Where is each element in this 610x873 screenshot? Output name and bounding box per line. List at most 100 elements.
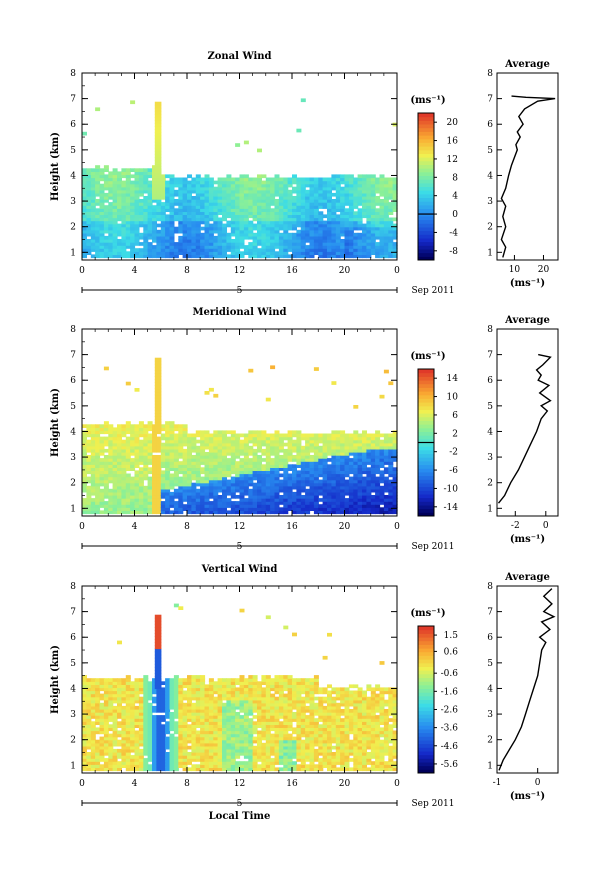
heatmap-cell [331, 501, 337, 505]
heatmap-cell [379, 445, 385, 450]
heatmap-cell [370, 232, 376, 237]
heatmap-cell [108, 242, 114, 246]
heatmap-cell [134, 427, 140, 432]
heatmap-cell [121, 245, 127, 249]
heatmap-cell [287, 202, 293, 206]
heatmap-cell [270, 220, 276, 225]
heatmap-cell [265, 239, 271, 243]
heatmap-cell [379, 226, 385, 231]
heatmap-cell [86, 495, 92, 499]
heatmap-cell [86, 174, 92, 179]
heatmap-cell [335, 510, 341, 515]
heatmap-cell [95, 448, 101, 453]
heatmap-cell [125, 455, 131, 459]
heatmap-cell [112, 436, 118, 441]
heatmap-cell [191, 470, 197, 475]
heatmap-cell [274, 504, 280, 508]
heatmap-cell [130, 767, 136, 772]
heatmap-cell [287, 248, 293, 252]
heatmap-cell [296, 251, 302, 255]
heatmap-cell [134, 693, 140, 698]
heatmap-cell [331, 226, 337, 231]
heatmap-cell [362, 479, 367, 484]
heatmap-cell [366, 199, 372, 203]
heatmap-cell [217, 226, 223, 231]
heatmap-cell [112, 678, 118, 682]
heatmap-cell [121, 220, 127, 225]
heatmap-cell [130, 498, 136, 502]
heatmap-cell [208, 455, 214, 459]
heatmap-cell [283, 442, 289, 447]
heatmap-cell [318, 202, 324, 206]
heatmap-cell [296, 254, 302, 259]
heatmap-cell [90, 693, 96, 698]
heatmap-cell [278, 461, 284, 465]
heatmap-cell [143, 464, 149, 468]
heatmap-cell [117, 214, 122, 219]
x-tick-label: 0 [394, 266, 400, 276]
heatmap-cell [362, 245, 367, 249]
heatmap-cell [270, 242, 276, 246]
heatmap-cell [366, 473, 372, 478]
heatmap-cell [117, 764, 122, 768]
heatmap-cell [99, 748, 105, 753]
heatmap-cell [274, 485, 280, 490]
heatmap-cell [134, 491, 140, 496]
heatmap-cell [226, 464, 232, 468]
heatmap-cell [300, 448, 306, 453]
heatmap-cell [152, 229, 157, 234]
heatmap-cell [362, 464, 367, 468]
heatmap-cell [235, 199, 241, 203]
heatmap-cell [103, 712, 109, 716]
heatmap-cell [95, 177, 101, 182]
heatmap-cell [278, 186, 284, 191]
heatmap-cell [239, 510, 245, 515]
heatmap-cell [121, 476, 127, 481]
heatmap-cell [226, 470, 232, 475]
heatmap-cell [226, 180, 232, 185]
heatmap-cell [309, 464, 315, 468]
heatmap-cell [160, 455, 166, 459]
heatmap-cell [138, 208, 144, 212]
heatmap-cell [134, 724, 140, 728]
heatmap-cell [243, 214, 249, 219]
heatmap-cell [154, 403, 162, 408]
heatmap-cell [130, 507, 136, 511]
heatmap-cell [165, 476, 171, 481]
heatmap-cell [182, 739, 188, 744]
heatmap-cell [90, 445, 96, 450]
heatmap-cell [191, 239, 197, 243]
heatmap-cell [138, 476, 144, 481]
heatmap-cell [182, 211, 188, 215]
heatmap-cell [173, 758, 179, 762]
heatmap-cell [165, 745, 171, 750]
heatmap-cell [235, 470, 241, 475]
panel-title: Vertical Wind [201, 564, 278, 575]
heatmap-cell [357, 504, 363, 508]
heatmap-cell [95, 226, 101, 231]
heatmap-cell [195, 488, 201, 493]
heatmap-cell [270, 461, 276, 465]
heatmap-cell [213, 199, 219, 203]
heatmap-cell [82, 131, 87, 136]
heatmap-cell [90, 171, 96, 176]
heatmap-cell [99, 214, 105, 219]
heatmap-cell [121, 445, 127, 450]
heatmap-cell [388, 248, 394, 252]
heatmap-cell [143, 687, 149, 692]
heatmap-cell [348, 235, 354, 240]
heatmap-cell [147, 202, 153, 206]
heatmap-cell [138, 739, 144, 744]
heatmap-cell [95, 693, 101, 698]
heatmap-cell [318, 452, 324, 456]
heatmap-cell [230, 491, 236, 496]
heatmap-cell [322, 507, 328, 511]
heatmap-cell [370, 202, 376, 206]
heatmap-cell [379, 251, 385, 255]
heatmap-cell [243, 208, 249, 212]
heatmap-cell [121, 510, 127, 515]
heatmap-cell [239, 211, 245, 215]
heatmap-cell [178, 461, 184, 465]
heatmap-cell [169, 442, 175, 447]
heatmap-cell [340, 189, 346, 194]
